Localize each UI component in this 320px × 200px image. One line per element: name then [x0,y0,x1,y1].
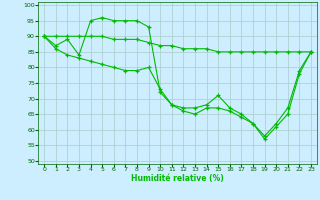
X-axis label: Humidité relative (%): Humidité relative (%) [131,174,224,183]
